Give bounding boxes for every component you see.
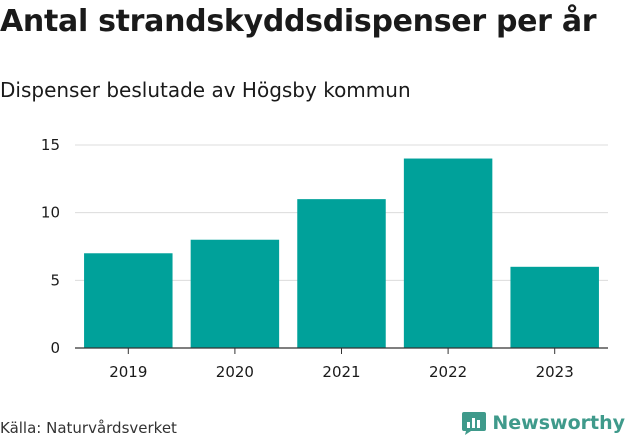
brand-logo: Newsworthy — [461, 410, 625, 436]
y-tick-label: 0 — [50, 339, 60, 357]
newsworthy-logo-icon — [462, 412, 487, 435]
bar-2019 — [84, 253, 173, 348]
bar-2020 — [190, 239, 280, 348]
bars — [84, 158, 599, 348]
bar-2022 — [403, 158, 493, 348]
brand-name: Newsworthy — [492, 412, 625, 434]
y-tick-label: 10 — [41, 204, 60, 222]
bar-2021 — [297, 199, 386, 348]
x-tick-label: 2019 — [109, 363, 147, 381]
bar-2023 — [510, 266, 599, 348]
chart-title: Antal strandskyddsdispenser per år — [0, 4, 597, 39]
chart-subtitle: Dispenser beslutade av Högsby kommun — [0, 78, 411, 102]
axes: 0 5 10 15 2019 2020 2021 2022 2023 — [41, 136, 608, 381]
x-tick-label: 2020 — [216, 363, 254, 381]
x-tick-label: 2021 — [322, 363, 360, 381]
x-tick-label: 2022 — [429, 363, 467, 381]
source-note: Källa: Naturvårdsverket — [0, 419, 177, 437]
y-tick-label: 5 — [50, 271, 60, 289]
y-tick-label: 15 — [41, 136, 60, 154]
x-tick-label: 2023 — [536, 363, 574, 381]
